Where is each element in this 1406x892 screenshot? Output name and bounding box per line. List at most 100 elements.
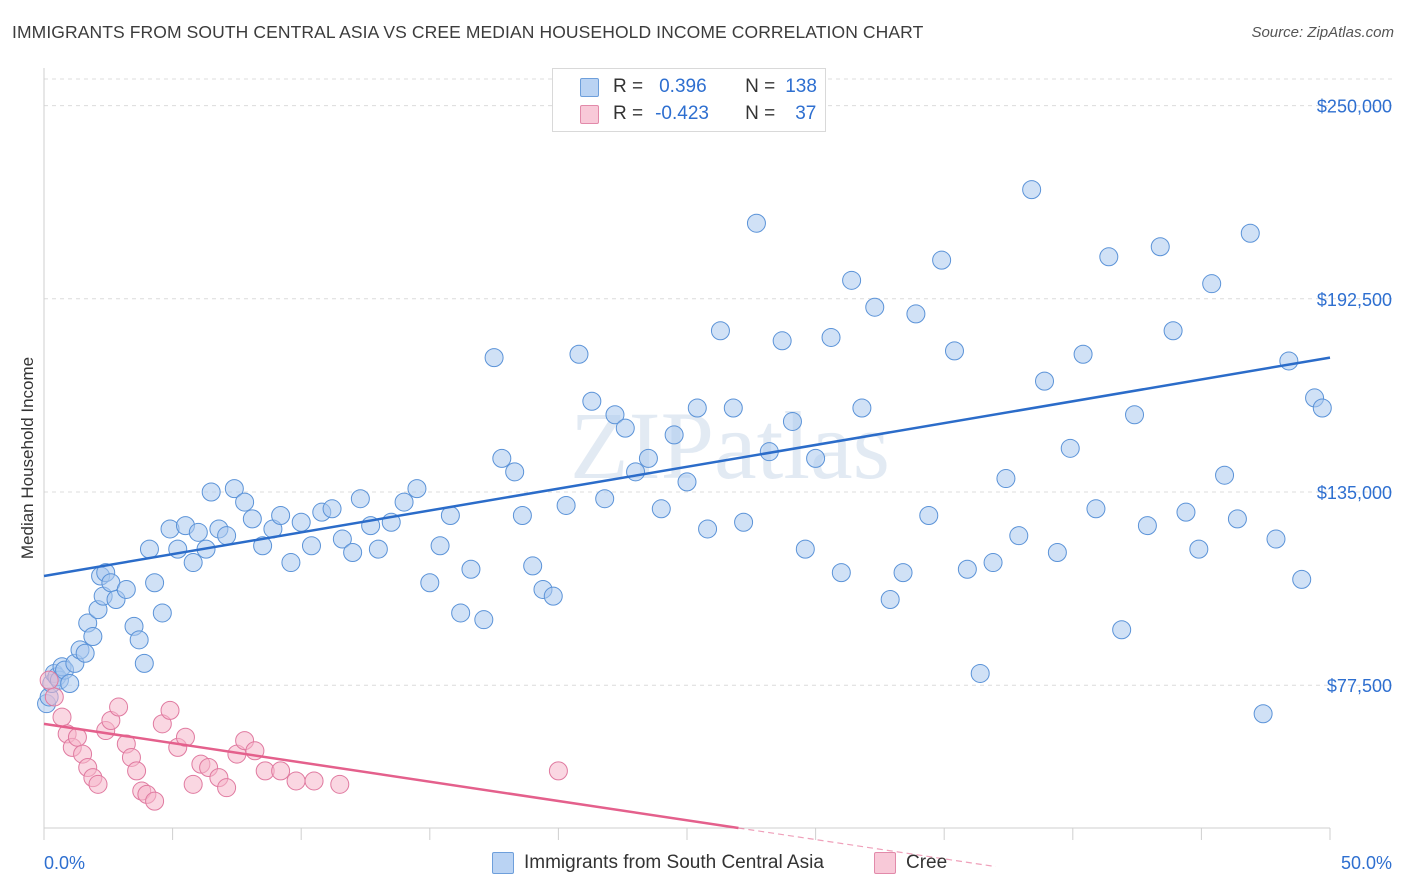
data-point-pink — [88, 774, 108, 794]
legend-swatch-pink — [580, 104, 599, 124]
data-point-blue — [253, 536, 273, 556]
data-point-blue — [332, 529, 352, 549]
data-point-blue — [235, 492, 255, 512]
data-point-blue — [451, 603, 471, 623]
data-point-pink — [160, 700, 180, 720]
data-point-blue — [1202, 274, 1222, 294]
data-point-blue — [512, 506, 532, 526]
data-point-blue — [906, 304, 926, 324]
data-point-blue — [1137, 516, 1157, 536]
data-point-blue — [75, 643, 95, 663]
data-point-blue — [242, 509, 262, 529]
data-point-blue — [343, 542, 363, 562]
data-point-blue — [932, 250, 952, 270]
data-point-blue — [626, 462, 646, 482]
data-point-blue — [893, 563, 913, 583]
data-point-blue — [880, 590, 900, 610]
legend-r-label: R = — [613, 76, 644, 97]
data-point-blue — [492, 448, 512, 468]
series-legend-item-0: Immigrants from South Central Asia — [492, 852, 824, 874]
data-point-pink — [330, 774, 350, 794]
data-point-blue — [983, 553, 1003, 573]
data-point-blue — [281, 553, 301, 573]
data-point-blue — [83, 626, 103, 646]
y-tick-label: $192,500 — [1317, 290, 1392, 310]
data-point-blue — [944, 341, 964, 361]
legend-n-value: 138 — [785, 76, 817, 97]
legend-r-label: R = — [613, 103, 644, 124]
data-point-pink — [44, 687, 64, 707]
data-point-blue — [795, 539, 815, 559]
legend-swatch-blue — [580, 77, 599, 97]
chart-source: Source: ZipAtlas.com — [1251, 24, 1394, 41]
data-point-blue — [368, 539, 388, 559]
correlation-legend: R = 0.396 N = 138 R = -0.423 N = 37 — [552, 68, 826, 132]
data-point-pink — [109, 697, 129, 717]
data-point-blue — [1189, 539, 1209, 559]
data-point-pink — [52, 707, 72, 727]
legend-n-label: N = — [745, 76, 776, 97]
data-point-blue — [505, 462, 525, 482]
data-point-blue — [60, 674, 80, 694]
data-point-pink — [548, 761, 568, 781]
data-point-blue — [430, 536, 450, 556]
data-point-blue — [996, 469, 1016, 489]
data-point-blue — [271, 506, 291, 526]
data-point-blue — [407, 479, 427, 499]
data-point-blue — [350, 489, 370, 509]
data-point-pink — [304, 771, 324, 791]
data-point-blue — [139, 539, 159, 559]
data-point-blue — [772, 331, 792, 351]
x-tick-label-max: 50.0% — [1341, 853, 1392, 873]
data-point-blue — [1009, 526, 1029, 546]
data-point-blue — [638, 448, 658, 468]
data-point-blue — [1215, 465, 1235, 485]
data-point-blue — [821, 327, 841, 347]
data-point-blue — [1073, 344, 1093, 364]
data-point-pink — [145, 791, 165, 811]
legend-r-value: 0.396 — [659, 76, 707, 97]
data-point-pink — [271, 761, 291, 781]
series-legend-item-1: Cree — [874, 852, 947, 874]
data-point-blue — [420, 573, 440, 593]
series-name: Cree — [906, 852, 948, 873]
data-point-blue — [605, 405, 625, 425]
data-point-blue — [188, 522, 208, 542]
data-point-blue — [806, 448, 826, 468]
data-point-blue — [134, 653, 154, 673]
data-point-blue — [201, 482, 221, 502]
data-point-blue — [1125, 405, 1145, 425]
y-tick-label: $135,000 — [1317, 483, 1392, 503]
data-point-blue — [1292, 569, 1312, 589]
data-point-blue — [543, 586, 563, 606]
data-point-blue — [664, 425, 684, 445]
data-point-blue — [474, 610, 494, 630]
data-point-blue — [1035, 371, 1055, 391]
legend-row-blue: R = 0.396 N = 138 — [553, 74, 817, 100]
data-point-blue — [582, 391, 602, 411]
data-point-blue — [1266, 529, 1286, 549]
legend-r-value: -0.423 — [655, 103, 709, 124]
data-point-blue — [1099, 247, 1119, 267]
y-tick-label: $77,500 — [1327, 676, 1392, 696]
series-name: Immigrants from South Central Asia — [524, 852, 824, 873]
data-point-blue — [677, 472, 697, 492]
data-point-blue — [322, 499, 342, 519]
trend-line-blue — [43, 356, 1331, 578]
data-point-blue — [1022, 180, 1042, 200]
data-point-pink — [183, 774, 203, 794]
trend-lines — [43, 356, 1331, 868]
data-point-blue — [957, 559, 977, 579]
data-point-blue — [301, 536, 321, 556]
data-point-blue — [183, 553, 203, 573]
data-point-blue — [782, 411, 802, 431]
data-point-blue — [723, 398, 743, 418]
data-point-pink — [127, 761, 147, 781]
data-point-pink — [286, 771, 306, 791]
data-point-blue — [556, 495, 576, 515]
data-point-blue — [1163, 321, 1183, 341]
data-point-blue — [970, 663, 990, 683]
data-point-blue — [152, 603, 172, 623]
data-point-blue — [746, 213, 766, 233]
